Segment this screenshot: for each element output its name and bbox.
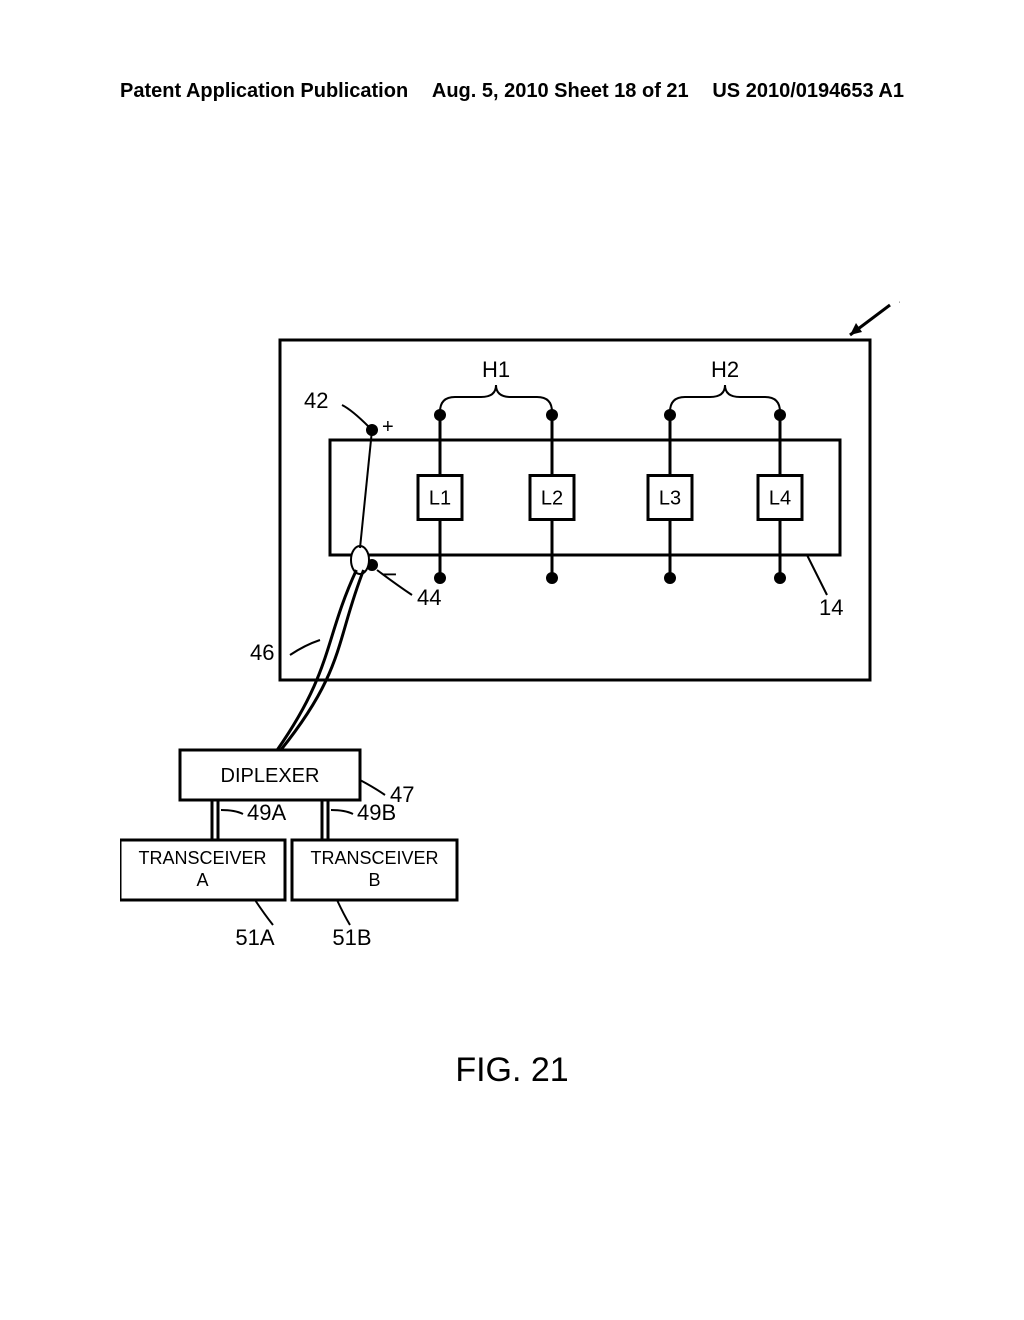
diagram-stage: 10L1L2L3L414H1H2+42−4446DIPLEXER4749A49B… xyxy=(120,290,900,1010)
patent-header: Patent Application Publication Aug. 5, 2… xyxy=(0,80,1024,103)
svg-text:49B: 49B xyxy=(357,800,396,825)
header-left: Patent Application Publication xyxy=(120,80,408,103)
svg-text:51A: 51A xyxy=(235,925,274,950)
svg-text:H2: H2 xyxy=(711,357,739,382)
svg-text:−: − xyxy=(382,559,397,589)
svg-text:L3: L3 xyxy=(659,488,681,510)
svg-text:14: 14 xyxy=(819,595,843,620)
svg-text:46: 46 xyxy=(250,640,274,665)
header-right: US 2010/0194653 A1 xyxy=(712,80,904,103)
svg-text:L1: L1 xyxy=(429,488,451,510)
figure-caption: FIG. 21 xyxy=(0,1051,1024,1090)
svg-text:42: 42 xyxy=(304,388,328,413)
patent-figure: 10L1L2L3L414H1H2+42−4446DIPLEXER4749A49B… xyxy=(120,290,900,1010)
svg-text:51B: 51B xyxy=(332,925,371,950)
svg-text:49A: 49A xyxy=(247,800,286,825)
svg-text:10: 10 xyxy=(898,290,900,308)
header-center: Aug. 5, 2010 Sheet 18 of 21 xyxy=(432,80,689,103)
svg-text:DIPLEXER: DIPLEXER xyxy=(221,765,320,787)
svg-text:44: 44 xyxy=(417,585,441,610)
svg-text:L4: L4 xyxy=(769,488,791,510)
svg-text:+: + xyxy=(382,416,394,438)
svg-text:A: A xyxy=(196,870,208,890)
svg-text:L2: L2 xyxy=(541,488,563,510)
svg-text:B: B xyxy=(368,870,380,890)
svg-text:TRANSCEIVER: TRANSCEIVER xyxy=(310,848,438,868)
svg-text:TRANSCEIVER: TRANSCEIVER xyxy=(138,848,266,868)
svg-text:H1: H1 xyxy=(482,357,510,382)
